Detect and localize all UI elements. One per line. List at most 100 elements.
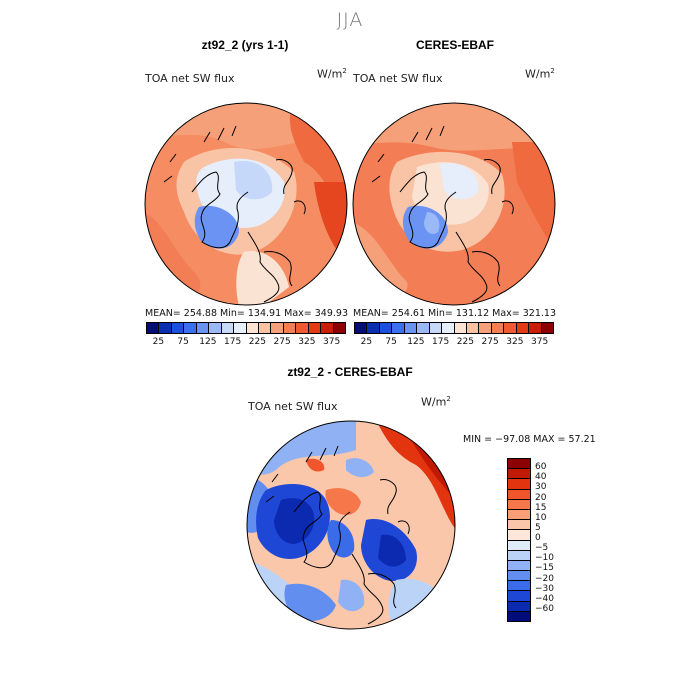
colorbar-tick: 15 [535,502,547,513]
colorbar-swatch [508,479,530,490]
colorbar-tick: 0 [535,533,541,543]
colorbar-swatch [355,323,368,333]
colorbar-tick: 275 [481,337,499,347]
colorbar-swatch [508,540,530,551]
colorbar-tick: 30 [535,482,547,493]
colorbar-tick: 175 [432,337,450,347]
colorbar-swatch [147,323,160,333]
colorbar-tick: −20 [535,573,554,584]
panel-stats-obs: MEAN= 254.61 Min= 131.12 Max= 321.13 [353,308,557,319]
colorbar-swatch [271,323,284,333]
colorbar-swatch [333,323,345,333]
colorbar-tick: −5 [535,543,549,554]
panel-subtitle-obs: TOA net SW flux [353,72,443,85]
colorbar-tick: −10 [535,553,554,564]
colorbar-tick: −30 [535,583,554,594]
colorbar-tick: 175 [224,337,242,347]
colorbar-swatch [491,323,505,333]
colorbar-swatch [508,581,530,592]
colorbar-swatch [184,323,197,333]
colorbar-swatch [159,323,172,333]
colorbar-tick: 40 [535,472,547,483]
colorbar-tick: 10 [535,512,547,523]
colorbar-difference [507,458,531,622]
colorbar-swatch [283,323,297,333]
colorbar-swatch [479,323,492,333]
diff-panel-stats: MIN = −97.08 MAX = 57.21 [463,434,596,445]
colorbar-tick: −40 [535,593,554,604]
colorbar-tick: −15 [535,563,554,574]
colorbar-swatch [508,550,530,561]
colorbar-swatch [508,499,530,510]
colorbar-tick: 125 [199,337,217,347]
colorbar-swatch [379,323,393,333]
colorbar-tick: 325 [506,337,524,347]
colorbar-swatch [508,601,530,612]
panel-subtitle-model: TOA net SW flux [145,72,235,85]
colorbar-swatch [196,323,210,333]
colorbar-swatch [508,611,530,621]
colorbar-tick: 375 [531,337,549,347]
colorbar-swatch [466,323,480,333]
colorbar-difference-ticks: 60 40 30 20 15 10 5 0 −5 −10 −15 −20 −30… [535,458,575,620]
colorbar-ticks-right: 25 75 125 175 225 275 325 375 [354,337,552,349]
colorbar-tick: 225 [456,337,474,347]
colorbar-swatch [308,323,322,333]
colorbar-swatch [504,323,517,333]
colorbar-tick: 5 [535,522,541,533]
colorbar-tick: 75 [385,337,397,347]
season-title: JJA [336,9,364,31]
colorbar-swatch [209,323,222,333]
colorbar-swatch [541,323,553,333]
colorbar-tick: 275 [273,337,291,347]
colorbar-tick: −60 [535,603,554,614]
colorbar-swatch [508,520,530,531]
diff-panel-unit: W/m2 [421,395,451,409]
colorbar-swatch [258,323,272,333]
colorbar-swatch [392,323,405,333]
colorbar-tick: 25 [152,337,165,347]
colorbar-swatch [529,323,542,333]
colorbar-swatch [454,323,467,333]
colorbar-top-right [354,322,554,334]
diff-panel-subtitle: TOA net SW flux [248,400,338,413]
colorbar-swatch [296,323,309,333]
polar-map-model [144,102,348,306]
colorbar-swatch [508,469,530,480]
colorbar-tick: 75 [177,337,189,347]
colorbar-swatch [508,571,530,582]
colorbar-swatch [321,323,334,333]
colorbar-swatch [508,530,530,541]
colorbar-swatch [171,323,185,333]
colorbar-ticks-left: 25 75 125 175 225 275 325 375 [146,337,344,349]
colorbar-swatch [442,323,455,333]
polar-map-difference [246,420,456,630]
colorbar-swatch [508,591,530,602]
colorbar-swatch [367,323,380,333]
panel-unit-obs: W/m2 [525,67,555,81]
colorbar-tick: 375 [323,337,341,347]
polar-map-obs [352,102,556,306]
colorbar-swatch [417,323,430,333]
colorbar-tick: 25 [360,337,373,347]
colorbar-swatch [246,323,259,333]
colorbar-swatch [234,323,247,333]
colorbar-swatch [429,323,443,333]
colorbar-top-left [146,322,346,334]
colorbar-tick: 125 [407,337,425,347]
colorbar-swatch [221,323,235,333]
colorbar-swatch [404,323,418,333]
panel-title-obs: CERES-EBAF [415,38,494,52]
colorbar-swatch [508,560,530,572]
colorbar-swatch [508,489,530,500]
colorbar-swatch [516,323,530,333]
panel-unit-model: W/m2 [317,67,347,81]
panel-title-model: zt92_2 (yrs 1-1) [201,38,289,52]
colorbar-tick: 60 [535,462,547,473]
panel-stats-model: MEAN= 254.88 Min= 134.91 Max= 349.93 [145,308,349,319]
colorbar-tick: 20 [535,492,547,503]
colorbar-swatch [508,459,530,470]
colorbar-swatch [508,509,530,521]
diff-panel-title: zt92_2 - CERES-EBAF [287,365,413,379]
colorbar-tick: 225 [248,337,266,347]
